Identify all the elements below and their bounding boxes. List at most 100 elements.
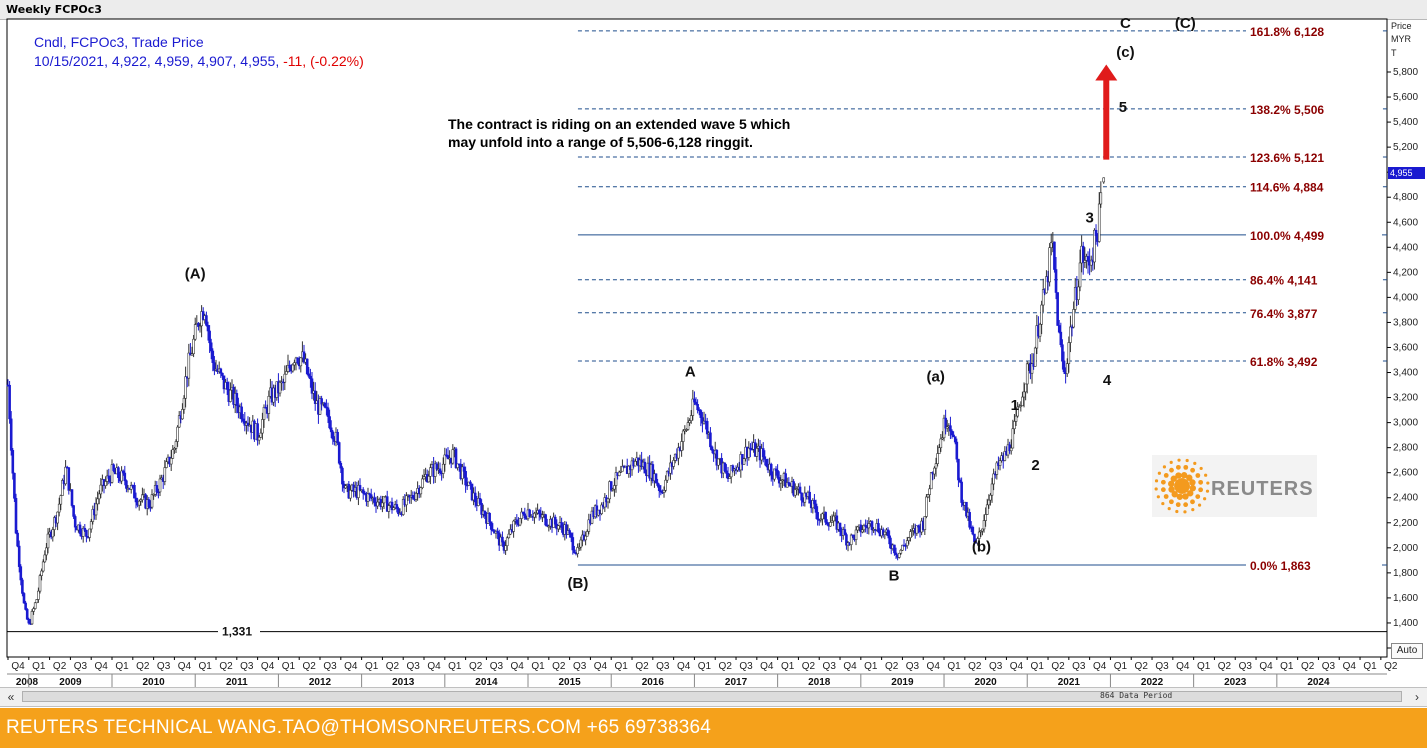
candle-body	[1053, 241, 1056, 270]
candle-body	[776, 470, 779, 478]
candle-body	[800, 492, 803, 501]
footer-contact: REUTERS TECHNICAL WANG.TAO@THOMSONREUTER…	[6, 717, 712, 738]
candle-body	[821, 513, 824, 520]
candle-body	[611, 488, 615, 491]
candle-body	[585, 531, 589, 537]
candle-body	[505, 537, 509, 547]
candle-body	[729, 465, 733, 478]
chart-legend-series: Cndl, FCPOc3, Trade Price	[34, 34, 204, 50]
candle-body	[1013, 421, 1016, 430]
candle-body	[518, 518, 522, 526]
candle-body	[61, 480, 64, 496]
candle-body	[923, 516, 927, 530]
candle-body	[81, 527, 85, 537]
candle-body	[1048, 247, 1051, 283]
candle-body	[941, 437, 944, 440]
candle-body	[945, 426, 949, 429]
candle-body	[213, 362, 216, 371]
candle-body	[385, 496, 389, 512]
fib-label-bg	[1246, 226, 1382, 242]
candle-body	[528, 509, 531, 517]
candle-body	[478, 498, 482, 504]
x-quarter-label: Q3	[323, 661, 337, 672]
candle-body	[617, 471, 621, 476]
candle-body	[1038, 323, 1042, 337]
candle-body	[937, 447, 941, 454]
logo-dot	[1156, 495, 1160, 499]
x-year-label: 2011	[226, 677, 248, 688]
logo-dot	[1190, 499, 1195, 505]
candle-body	[886, 529, 890, 537]
candle-body	[286, 364, 290, 372]
double-chevron-left-icon[interactable]: «	[7, 690, 15, 704]
candle-body	[694, 401, 698, 405]
candle-body	[894, 552, 898, 555]
candle-body	[123, 472, 127, 482]
candle-body	[825, 521, 829, 525]
candle-body	[368, 493, 371, 496]
x-quarter-label: Q3	[74, 661, 88, 672]
logo-dot	[1160, 479, 1166, 485]
candle-body	[953, 436, 957, 443]
candle-body	[72, 505, 75, 517]
candle-body	[989, 494, 992, 501]
candle-body	[915, 525, 919, 534]
price-chart[interactable]: 161.8% 6,128 138.2% 5,506 123.6% 5,121 114.…	[0, 0, 1427, 708]
candle-body	[235, 393, 239, 406]
x-quarter-label: Q2	[303, 661, 317, 672]
candle-body	[686, 422, 690, 430]
candle-body	[169, 458, 173, 465]
candle-body	[469, 481, 472, 485]
candle-body	[619, 470, 623, 473]
candle-body	[489, 521, 493, 530]
candle-body	[329, 427, 333, 433]
y-tick-label: 4,800	[1393, 192, 1418, 203]
candle-body	[1011, 428, 1015, 449]
candle-body	[1083, 260, 1087, 263]
logo-dot	[1169, 460, 1173, 464]
candle-body	[305, 358, 309, 375]
candle-body	[958, 479, 962, 483]
x-quarter-label: Q2	[469, 661, 483, 672]
candle-body	[936, 453, 939, 464]
candle-body	[414, 492, 418, 500]
horizontal-scrollbar[interactable]: « 864 Data Period ›	[0, 687, 1427, 707]
fib-label: 114.6% 4,884	[1250, 181, 1324, 195]
auto-scale-button[interactable]: Auto	[1391, 643, 1423, 659]
candle-body	[537, 510, 541, 515]
candle-body	[1041, 289, 1045, 306]
candle-body	[968, 512, 971, 528]
candle-body	[433, 463, 437, 477]
logo-dot	[1186, 474, 1193, 481]
candle-body	[240, 406, 243, 420]
candle-body	[977, 531, 981, 539]
candle-body	[824, 511, 827, 523]
candle-body	[507, 533, 511, 539]
y-tick-label: 5,200	[1393, 142, 1418, 153]
candle-body	[73, 516, 77, 528]
candle-body	[777, 477, 781, 484]
candle-body	[110, 464, 114, 483]
candle-body	[992, 473, 995, 485]
x-quarter-label: Q1	[1031, 661, 1045, 672]
fib-label: 61.8% 3,492	[1250, 355, 1318, 369]
fib-label: 138.2% 5,506	[1250, 103, 1324, 117]
x-year-label: 2008	[16, 677, 39, 688]
scrollbar-thumb[interactable]	[22, 691, 1402, 702]
candle-body	[861, 529, 864, 533]
candle-body	[568, 530, 571, 534]
candle-body	[376, 501, 379, 507]
candle-body	[51, 529, 55, 538]
wave-label: (a)	[927, 368, 945, 385]
candle-body	[323, 402, 327, 408]
chevron-right-icon[interactable]: ›	[1415, 690, 1419, 704]
candle-body	[267, 395, 271, 414]
candle-body	[326, 407, 330, 417]
candle-body	[299, 357, 303, 367]
candle-body	[664, 479, 667, 491]
x-quarter-label: Q1	[615, 661, 629, 672]
candle-body	[798, 486, 802, 494]
x-quarter-label: Q3	[989, 661, 1003, 672]
x-quarter-label: Q4	[843, 661, 857, 672]
x-quarter-label: Q1	[1280, 661, 1294, 672]
